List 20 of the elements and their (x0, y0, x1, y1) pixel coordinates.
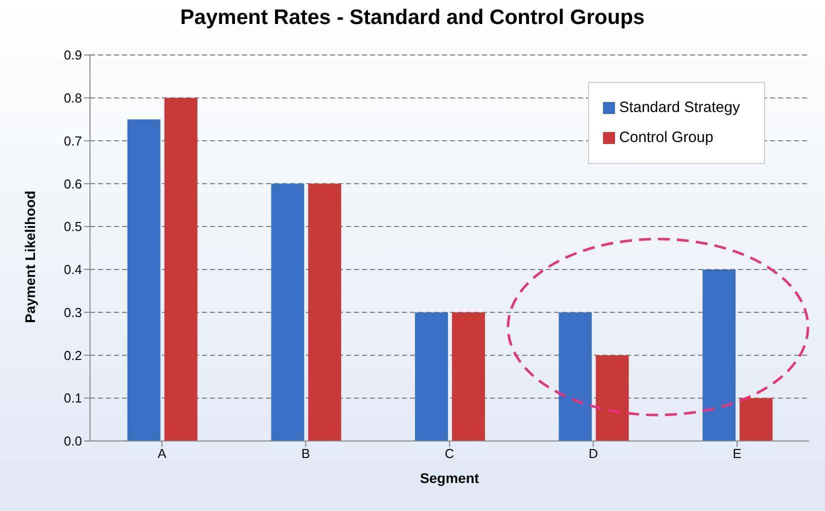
y-tick-label: 0.4 (64, 262, 82, 278)
legend-label: Standard Strategy (619, 99, 740, 116)
y-tick-label: 0.1 (64, 390, 82, 406)
y-tick-label: 0.7 (64, 133, 82, 148)
chart-title: Payment Rates - Standard and Control Groups (179, 6, 646, 30)
y-tick-label: 0.9 (64, 48, 82, 63)
legend-label: Control Group (619, 129, 714, 146)
y-tick-label: 0.6 (64, 176, 82, 192)
y-tick-label: 0.0 (64, 434, 82, 449)
x-axis-title: Segment (420, 470, 480, 486)
x-tick-label: E (732, 446, 742, 462)
y-tick-label: 0.3 (64, 304, 82, 320)
y-tick-label: 0.8 (64, 90, 82, 106)
x-tick-label: D (588, 446, 598, 462)
x-tick-label: B (301, 446, 310, 462)
x-tick-label: A (158, 446, 167, 462)
y-tick-label: 0.5 (64, 219, 82, 234)
y-tick-label: 0.2 (64, 348, 82, 363)
y-axis-title: Payment Likelihood (22, 190, 38, 323)
x-tick-label: C (444, 446, 454, 462)
